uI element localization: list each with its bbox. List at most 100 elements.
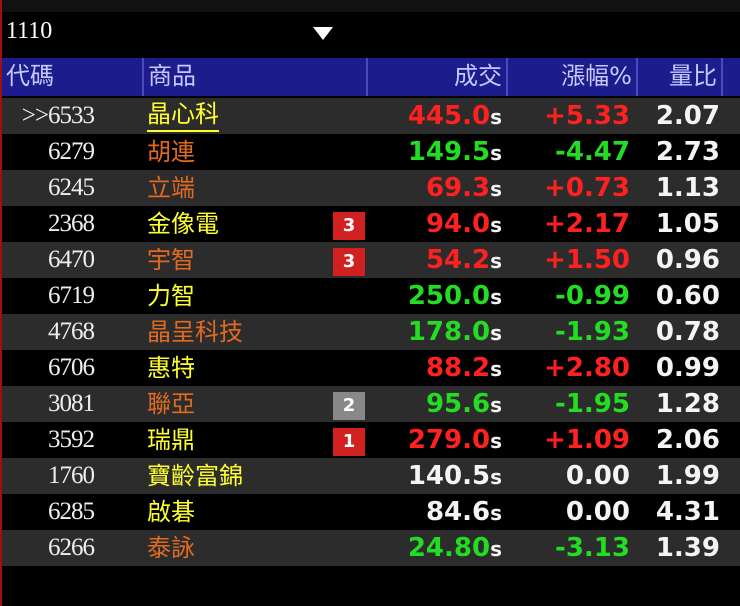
change-percent: +2.17 — [544, 209, 630, 239]
stock-name: 胡連 — [147, 138, 195, 166]
table-row[interactable]: 3592 瑞鼎 1 279.0s +1.09 2.06 — [2, 422, 740, 458]
change-percent: -4.47 — [555, 137, 630, 167]
change-percent: +2.80 — [544, 353, 630, 383]
change-percent: +1.09 — [544, 425, 630, 455]
volume-ratio: 2.06 — [655, 425, 720, 455]
alert-badge: 3 — [333, 248, 365, 276]
table-row[interactable]: 6706 惠特 88.2s +2.80 0.99 — [2, 350, 740, 386]
table-row[interactable]: 1760 寶齡富錦 140.5s 0.00 1.99 — [2, 458, 740, 494]
volume-ratio: 1.99 — [655, 461, 720, 491]
table-row[interactable]: 4768 晶呈科技 178.0s -1.93 0.78 — [2, 314, 740, 350]
stock-code: >>6533 — [21, 102, 95, 129]
price-suffix: s — [490, 285, 502, 309]
last-price: 250.0s — [408, 278, 502, 315]
change-percent: +0.73 — [544, 173, 630, 203]
price-suffix: s — [490, 249, 502, 273]
stock-name: 力智 — [147, 282, 195, 310]
price-suffix: s — [490, 393, 502, 417]
last-price: 445.0s — [408, 98, 502, 135]
price-value: 178.0 — [407, 317, 491, 347]
price-value: 54.2 — [425, 245, 491, 275]
volume-ratio: 2.07 — [655, 101, 720, 131]
price-suffix: s — [490, 537, 502, 561]
stock-code: 3592 — [48, 426, 95, 453]
stock-code: 4768 — [48, 318, 95, 345]
volume-ratio: 0.99 — [655, 353, 720, 383]
last-price: 140.5s — [408, 458, 502, 495]
stock-name: 泰詠 — [147, 534, 195, 562]
change-percent: +5.33 — [544, 101, 630, 131]
dropdown-arrow-icon[interactable] — [313, 27, 333, 40]
price-value: 250.0 — [407, 281, 491, 311]
stock-name: 晶心科 — [147, 98, 219, 132]
price-suffix: s — [490, 141, 502, 165]
stock-code: 6719 — [48, 282, 95, 309]
price-suffix: s — [490, 357, 502, 381]
change-percent: 0.00 — [565, 461, 630, 491]
stock-code: 1760 — [48, 462, 95, 489]
change-percent: -1.95 — [555, 389, 630, 419]
header-change[interactable]: 漲幅% — [508, 58, 638, 96]
price-value: 149.5 — [407, 137, 491, 167]
price-value: 94.0 — [425, 209, 491, 239]
volume-ratio: 2.73 — [655, 137, 720, 167]
last-price: 24.80s — [408, 530, 502, 567]
stock-code: 3081 — [48, 390, 95, 417]
change-percent: +1.50 — [544, 245, 630, 275]
change-percent: -1.93 — [555, 317, 630, 347]
stock-code: 6706 — [48, 354, 95, 381]
table-row[interactable]: 6719 力智 250.0s -0.99 0.60 — [2, 278, 740, 314]
quote-table: >>6533 晶心科 445.0s +5.33 2.07 6279 胡連 149.5s -4.4… — [2, 98, 740, 566]
price-suffix: s — [490, 465, 502, 489]
price-value: 84.6 — [425, 497, 491, 527]
change-percent: 0.00 — [565, 497, 630, 527]
table-row[interactable]: 6266 泰詠 24.80s -3.13 1.39 — [2, 530, 740, 566]
price-value: 445.0 — [407, 101, 491, 131]
stock-code: 2368 — [48, 210, 95, 237]
volume-ratio: 1.39 — [655, 533, 720, 563]
price-suffix: s — [490, 321, 502, 345]
stock-code: 6266 — [48, 534, 95, 561]
change-percent: -0.99 — [555, 281, 630, 311]
price-value: 279.0 — [407, 425, 491, 455]
table-row[interactable]: 6470 宇智 3 54.2s +1.50 0.96 — [2, 242, 740, 278]
last-price: 69.3s — [426, 170, 502, 207]
change-percent: -3.13 — [555, 533, 630, 563]
last-price: 84.6s — [426, 494, 502, 531]
table-row[interactable]: 6285 啟碁 84.6s 0.00 4.31 — [2, 494, 740, 530]
table-row[interactable]: 3081 聯亞 2 95.6s -1.95 1.28 — [2, 386, 740, 422]
last-price: 279.0s — [408, 422, 502, 459]
volume-ratio: 0.78 — [655, 317, 720, 347]
header-price[interactable]: 成交 — [368, 58, 508, 96]
header-ratio[interactable]: 量比 — [638, 58, 723, 96]
last-price: 178.0s — [408, 314, 502, 351]
price-value: 24.80 — [407, 533, 491, 563]
volume-ratio: 1.13 — [655, 173, 720, 203]
price-suffix: s — [490, 429, 502, 453]
last-price: 54.2s — [426, 242, 502, 279]
last-price: 149.5s — [408, 134, 502, 171]
stock-code: 6470 — [48, 246, 95, 273]
volume-ratio: 1.28 — [655, 389, 720, 419]
price-suffix: s — [490, 105, 502, 129]
symbol-input[interactable]: 1110 — [6, 18, 53, 44]
table-header: 代碼 商品 成交 漲幅% 量比 — [2, 58, 740, 96]
stock-code: 6285 — [48, 498, 95, 525]
last-price: 88.2s — [426, 350, 502, 387]
stock-name: 啟碁 — [147, 498, 195, 526]
volume-ratio: 0.60 — [655, 281, 720, 311]
price-value: 69.3 — [425, 173, 491, 203]
last-price: 95.6s — [426, 386, 502, 423]
header-name[interactable]: 商品 — [144, 58, 368, 96]
table-row[interactable]: 2368 金像電 3 94.0s +2.17 1.05 — [2, 206, 740, 242]
window-border — [0, 0, 2, 606]
title-strip — [0, 0, 740, 12]
table-row[interactable]: 6279 胡連 149.5s -4.47 2.73 — [2, 134, 740, 170]
header-code[interactable]: 代碼 — [2, 58, 144, 96]
stock-name: 金像電 — [147, 210, 219, 238]
stock-name: 惠特 — [147, 354, 195, 382]
price-suffix: s — [490, 177, 502, 201]
price-suffix: s — [490, 501, 502, 525]
table-row[interactable]: >>6533 晶心科 445.0s +5.33 2.07 — [2, 98, 740, 134]
table-row[interactable]: 6245 立端 69.3s +0.73 1.13 — [2, 170, 740, 206]
